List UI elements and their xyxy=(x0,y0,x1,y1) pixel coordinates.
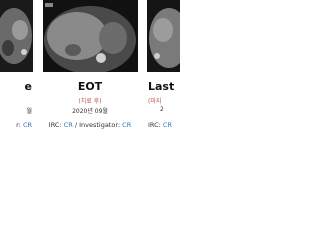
panel-date: 월 xyxy=(26,108,32,115)
panel-subtitle: (마지 xyxy=(148,98,162,105)
irc-label: IRC: xyxy=(148,121,163,129)
ct-image xyxy=(43,0,138,72)
ct-image xyxy=(0,0,33,72)
irc-result: CR xyxy=(63,121,73,129)
panel-irc: r: CR xyxy=(16,121,32,129)
irc-result: CR xyxy=(22,121,32,129)
page: {"panels": [ {"title": "e", "date": "월",… xyxy=(0,0,180,154)
panel-date: 2020년 09월 xyxy=(72,108,108,115)
panel-irc: IRC: CR / Investigator: CR xyxy=(40,121,140,129)
panel-date: 2 xyxy=(160,106,164,113)
investigator-label: / Investigator: xyxy=(72,121,123,129)
panel-subtitle: (치료 후) xyxy=(78,98,102,105)
panel-title: Last xyxy=(148,80,175,93)
irc-label: r: xyxy=(16,121,23,129)
panel-title: EOT xyxy=(77,80,103,93)
panel-irc: IRC: CR xyxy=(148,121,172,129)
panel-title: e xyxy=(24,80,32,93)
ct-image xyxy=(147,0,180,72)
irc-result: CR xyxy=(162,121,172,129)
irc-label: IRC: xyxy=(48,121,64,129)
investigator-result: CR xyxy=(122,121,132,129)
